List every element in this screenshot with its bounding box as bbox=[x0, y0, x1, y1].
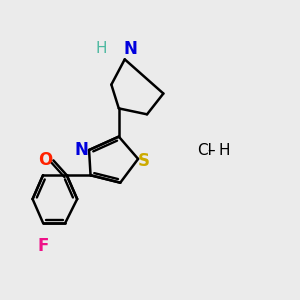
Text: –: – bbox=[207, 142, 215, 158]
Text: S: S bbox=[137, 152, 149, 170]
Text: F: F bbox=[37, 237, 49, 255]
Text: H: H bbox=[218, 142, 230, 158]
Text: N: N bbox=[123, 40, 137, 58]
Text: N: N bbox=[74, 141, 88, 159]
Text: O: O bbox=[38, 151, 52, 169]
Text: H: H bbox=[95, 41, 107, 56]
Text: Cl: Cl bbox=[198, 142, 212, 158]
